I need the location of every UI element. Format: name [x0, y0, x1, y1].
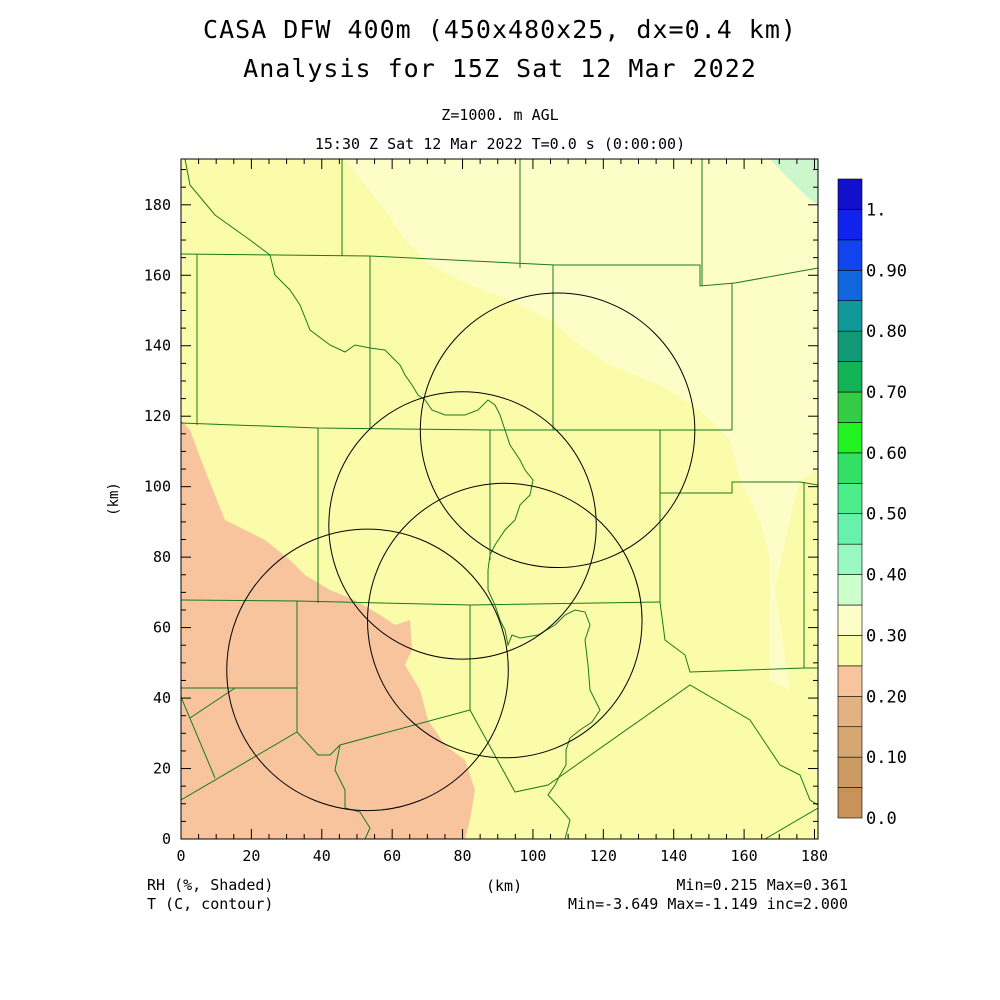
colorbar: 0.0 0.10 0.20 0.30 0.40 0.50 0.60 0.70 0.80 0.90 1… [837, 178, 907, 829]
x-tick-label: 40 [313, 847, 331, 865]
y-tick-label: 20 [153, 760, 171, 778]
colorbar-label: 0.90 [866, 261, 907, 281]
x-tick-label: 180 [801, 847, 828, 865]
colorbar-swatch [837, 695, 863, 728]
y-tick-label: 180 [144, 196, 171, 214]
x-axis-label: (km) [486, 877, 523, 895]
plot-frame [180, 158, 819, 840]
y-tick-label: 120 [144, 407, 171, 425]
colorbar-label: 0.60 [866, 444, 907, 464]
colorbar-swatch [837, 726, 863, 758]
y-tick-label: 140 [144, 337, 171, 355]
radar-ring [419, 292, 696, 569]
colorbar-swatch [837, 391, 863, 423]
x-tick-label: 120 [590, 847, 617, 865]
colorbar-swatch [837, 665, 863, 697]
colorbar-label: 0.40 [866, 566, 907, 586]
county-boundaries [181, 159, 818, 839]
colorbar-swatch [837, 452, 863, 484]
x-tick-label: 0 [176, 847, 185, 865]
colorbar-swatch [837, 787, 863, 819]
colorbar-swatch [837, 330, 863, 362]
x-tick-label: 60 [383, 847, 401, 865]
x-tick-label: 100 [519, 847, 546, 865]
x-tick-label: 140 [660, 847, 687, 865]
plot-area [181, 159, 818, 839]
x-tick-label: 80 [454, 847, 472, 865]
y-tick-label: 80 [153, 548, 171, 566]
y-tick-label: 0 [162, 830, 171, 848]
colorbar-label: 1. [866, 200, 886, 220]
axis-ticks: 0 20 40 60 80 100 120 140 160 180 0 20 40 60 80 100 120 1… [106, 159, 828, 865]
valid-time-label: 15:30 Z Sat 12 Mar 2022 T=0.0 s (0:00:00… [314, 135, 686, 153]
colorbar-swatch [837, 239, 863, 271]
colorbar-label: 0.10 [866, 748, 907, 768]
colorbar-swatch [837, 209, 863, 241]
y-tick-label: 60 [153, 619, 171, 637]
rh-legend-label: RH (%, Shaded) [147, 876, 274, 894]
level-label: Z=1000. m AGL [441, 106, 559, 124]
colorbar-swatch [837, 361, 863, 393]
y-tick-label: 160 [144, 266, 171, 284]
chart-title: CASA DFW 400m (450x480x25, dx=0.4 km) [203, 15, 797, 44]
rh-region-040 [770, 159, 818, 205]
colorbar-swatch [837, 513, 863, 545]
t-legend-label: T (C, contour) [147, 895, 274, 913]
colorbar-swatch [837, 422, 863, 454]
colorbar-swatch [837, 635, 863, 667]
colorbar-label: 0.30 [866, 626, 907, 646]
radar-ring [328, 391, 597, 660]
rh-region-030 [345, 159, 818, 690]
colorbar-swatch [837, 300, 863, 332]
radar-rings [226, 292, 696, 812]
colorbar-label: 0.20 [866, 687, 907, 707]
colorbar-label: 0.70 [866, 383, 907, 403]
t-range: Min=-3.649 Max=-1.149 inc=2.000 [568, 895, 848, 913]
colorbar-label: 0.0 [866, 809, 897, 829]
radar-ring [367, 482, 643, 759]
x-tick-label: 20 [242, 847, 260, 865]
y-tick-label: 40 [153, 689, 171, 707]
rh-region-020 [181, 420, 475, 839]
x-tick-label: 160 [731, 847, 758, 865]
colorbar-swatch [837, 574, 863, 606]
colorbar-label: 0.80 [866, 322, 907, 342]
radar-ring [226, 528, 509, 812]
colorbar-swatch [837, 604, 863, 636]
colorbar-swatch [837, 482, 863, 515]
colorbar-label: 0.50 [866, 505, 907, 525]
rh-range: Min=0.215 Max=0.361 [676, 876, 848, 894]
y-tick-label: 100 [144, 478, 171, 496]
colorbar-swatch [837, 178, 863, 210]
colorbar-swatch [837, 269, 863, 302]
colorbar-swatch [837, 756, 863, 788]
colorbar-swatch [837, 543, 863, 575]
y-axis-label: (km) [106, 482, 122, 516]
chart-subtitle: Analysis for 15Z Sat 12 Mar 2022 [243, 54, 757, 83]
